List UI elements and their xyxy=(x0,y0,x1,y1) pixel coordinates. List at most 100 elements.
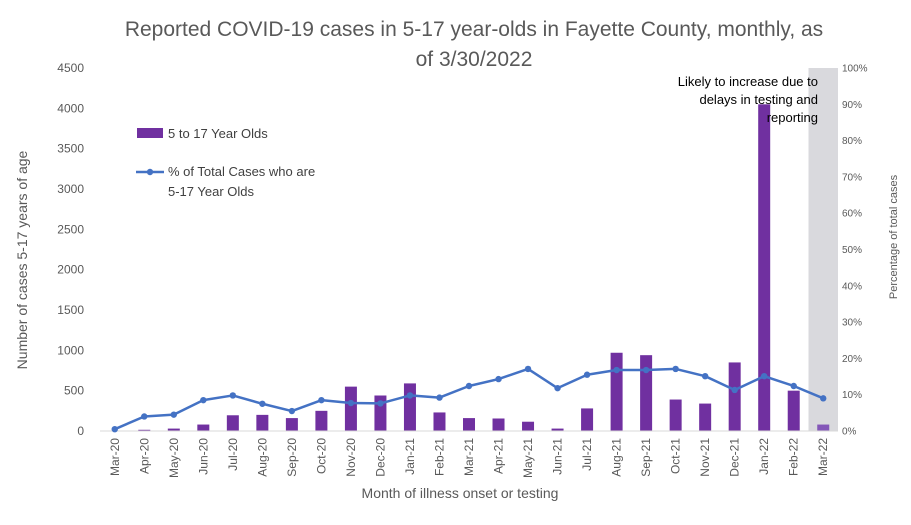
y-tick-right: 10% xyxy=(842,390,862,401)
chart-title-line-2: of 3/30/2022 xyxy=(416,48,533,71)
y-tick-left: 1000 xyxy=(57,343,84,357)
pct-point-oct-20 xyxy=(318,396,325,404)
y-tick-left: 4500 xyxy=(57,61,84,75)
pct-point-nov-21 xyxy=(701,372,709,380)
x-tick-oct-20: Oct-20 xyxy=(314,438,328,474)
y-tick-right: 70% xyxy=(842,172,862,183)
pct-point-dec-21 xyxy=(731,386,738,394)
line-layer xyxy=(111,365,827,433)
x-tick-apr-21: Apr-21 xyxy=(492,438,506,474)
y-tick-left: 2000 xyxy=(57,263,84,277)
bar-apr-21 xyxy=(492,418,505,431)
pct-point-jul-21 xyxy=(583,371,591,378)
pct-point-nov-20 xyxy=(347,399,355,407)
bar-sep-20 xyxy=(285,418,298,431)
x-tick-may-21: May-21 xyxy=(521,438,535,478)
pct-point-oct-21 xyxy=(672,365,679,373)
bar-oct-20 xyxy=(315,410,328,431)
x-tick-jun-20: Jun-20 xyxy=(196,438,210,475)
y-tick-right: 100% xyxy=(842,64,868,75)
pct-point-apr-20 xyxy=(141,413,148,420)
y-tick-left: 3000 xyxy=(57,182,84,196)
annotation-line-2: delays in testing and xyxy=(699,92,818,107)
x-tick-mar-21: Mar-21 xyxy=(462,438,476,476)
bar-jun-21 xyxy=(551,428,564,431)
y-tick-left: 500 xyxy=(64,384,84,398)
pct-point-feb-21 xyxy=(436,394,443,401)
bar-mar-22 xyxy=(817,424,830,431)
y-axis-right-ticks: 0% 10% 20% 30% 40% 50% 60% 70% 80% 90% 100% xyxy=(842,64,868,438)
y-tick-right: 60% xyxy=(842,209,862,220)
x-tick-apr-20: Apr-20 xyxy=(137,438,151,474)
pct-point-mar-21 xyxy=(465,382,473,390)
pct-point-mar-22 xyxy=(820,395,827,402)
y-axis-right-title: Percentage of total cases xyxy=(888,174,900,299)
bar-aug-20 xyxy=(256,414,269,431)
x-axis-title: Month of illness onset or testing xyxy=(362,485,559,501)
y-tick-right: 90% xyxy=(842,100,862,111)
y-tick-right: 50% xyxy=(842,245,862,256)
legend-swatch-marker xyxy=(146,168,154,176)
pct-point-mar-20 xyxy=(111,425,118,433)
pct-point-may-21 xyxy=(524,365,532,373)
pct-point-sep-21 xyxy=(642,366,650,374)
x-tick-mar-22: Mar-22 xyxy=(816,438,830,476)
y-axis-left-ticks: 0 500 1000 1500 2000 2500 3000 3500 4000 4500 xyxy=(57,61,84,438)
x-tick-nov-20: Nov-20 xyxy=(344,438,358,477)
bar-jul-20 xyxy=(226,415,239,431)
pct-point-jun-21 xyxy=(554,384,561,392)
bar-may-21 xyxy=(522,421,535,431)
bar-aug-21 xyxy=(610,352,623,431)
y-tick-right: 30% xyxy=(842,318,862,329)
y-axis-left-title: Number of cases 5-17 years of age xyxy=(14,150,30,369)
y-tick-left: 0 xyxy=(77,424,84,438)
annotation-line-1: Likely to increase due to xyxy=(678,74,818,89)
x-tick-jun-21: Jun-21 xyxy=(551,438,565,475)
x-tick-jul-21: Jul-21 xyxy=(580,438,594,471)
annotation: Likely to increase due to delays in test… xyxy=(678,74,818,125)
pct-point-dec-20 xyxy=(377,400,384,407)
x-tick-feb-22: Feb-22 xyxy=(787,438,801,476)
bar-jul-21 xyxy=(581,408,594,431)
x-tick-feb-21: Feb-21 xyxy=(432,438,446,476)
bar-jan-21 xyxy=(403,383,416,431)
x-tick-mar-20: Mar-20 xyxy=(108,438,122,476)
bar-nov-21 xyxy=(699,403,712,431)
bar-mar-21 xyxy=(463,418,475,431)
bar-jan-22 xyxy=(758,104,771,432)
bar-jun-20 xyxy=(197,424,210,431)
highlight-band xyxy=(808,68,838,431)
y-tick-left: 4000 xyxy=(57,101,84,115)
legend-label-line-2: 5-17 Year Olds xyxy=(168,184,255,199)
annotation-line-3: reporting xyxy=(767,110,818,125)
x-tick-may-20: May-20 xyxy=(167,438,181,478)
pct-point-jun-20 xyxy=(200,396,207,404)
pct-point-jul-20 xyxy=(229,392,237,399)
x-tick-sep-21: Sep-21 xyxy=(639,438,653,477)
chart-title-line-1: Reported COVID-19 cases in 5-17 year-old… xyxy=(125,18,823,41)
pct-point-apr-21 xyxy=(495,375,502,383)
pct-point-jan-21 xyxy=(406,392,414,399)
pct-point-aug-21 xyxy=(613,366,620,374)
y-tick-left: 1500 xyxy=(57,303,84,317)
pct-point-may-20 xyxy=(170,411,177,418)
y-tick-right: 20% xyxy=(842,354,862,365)
x-tick-sep-20: Sep-20 xyxy=(285,438,299,477)
y-tick-right: 0% xyxy=(842,427,857,438)
pct-point-aug-20 xyxy=(259,400,266,407)
legend-label-line-1: % of Total Cases who are xyxy=(168,164,315,179)
x-axis-ticks: Mar-20 Apr-20 May-20 Jun-20 Jul-20 Aug-20 Sep-… xyxy=(108,438,830,478)
bar-layer xyxy=(108,104,830,432)
x-tick-aug-20: Aug-20 xyxy=(255,438,269,477)
x-tick-jul-20: Jul-20 xyxy=(226,438,240,471)
y-tick-left: 3500 xyxy=(57,142,84,156)
x-tick-dec-21: Dec-21 xyxy=(728,438,742,477)
pct-point-feb-22 xyxy=(790,382,797,390)
bar-may-20 xyxy=(167,428,180,431)
pct-point-jan-22 xyxy=(761,372,768,380)
x-tick-nov-21: Nov-21 xyxy=(698,438,712,477)
bar-nov-20 xyxy=(344,386,357,431)
legend-label-bar: 5 to 17 Year Olds xyxy=(168,126,268,141)
y-tick-right: 40% xyxy=(842,281,862,292)
